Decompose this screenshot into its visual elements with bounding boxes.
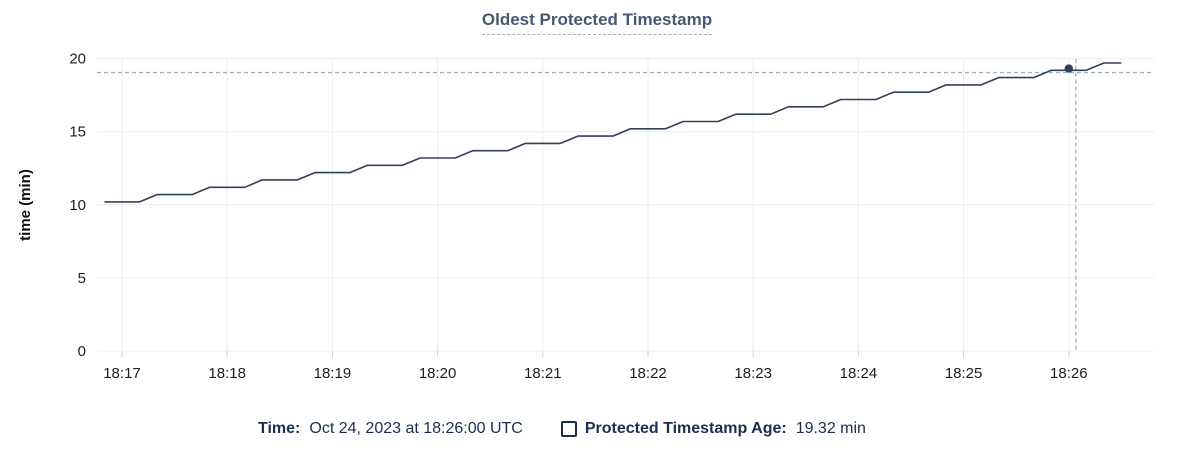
- series-legend-value: 19.32 min: [795, 420, 866, 437]
- x-tick-label-18:21: 18:21: [524, 365, 562, 382]
- y-tick-label-10: 10: [69, 197, 86, 214]
- y-tick-label-15: 15: [69, 124, 86, 141]
- x-tick-label-18:24: 18:24: [840, 365, 878, 382]
- series-legend-group: Protected Timestamp Age: 19.32 min: [560, 420, 866, 438]
- y-tick-label-20: 20: [69, 51, 86, 68]
- hover-time-value: Oct 24, 2023 at 18:26:00 UTC: [309, 420, 523, 437]
- series-line-protected-timestamp-age: [104, 62, 1122, 203]
- x-tick-label-18:20: 18:20: [419, 365, 457, 382]
- hover-point-dot[interactable]: [1064, 64, 1074, 73]
- x-tick-label-18:17: 18:17: [103, 365, 141, 382]
- y-tick-label-0: 0: [78, 343, 86, 360]
- y-axis-title: time (min): [17, 169, 34, 241]
- legend-checkbox-icon[interactable]: [560, 421, 577, 437]
- x-tick-label-18:19: 18:19: [314, 365, 352, 382]
- chart-title[interactable]: Oldest Protected Timestamp: [481, 10, 713, 35]
- x-tick-label-18:23: 18:23: [734, 365, 772, 382]
- hover-time-label: Time:: [258, 420, 301, 437]
- x-tick-label-18:26: 18:26: [1050, 365, 1088, 382]
- x-tick-label-18:22: 18:22: [629, 365, 667, 382]
- hover-legend-row: Time: Oct 24, 2023 at 18:26:00 UTC Prote…: [258, 420, 866, 438]
- series-legend-label: Protected Timestamp Age:: [584, 420, 787, 437]
- x-tick-label-18:25: 18:25: [945, 365, 983, 382]
- chart-title-wrap: Oldest Protected Timestamp: [0, 10, 1194, 35]
- chart-plot-area[interactable]: 0 5 10 15 20 18:17 18:18 18:19 18:20 18:21 18:22 18…: [0, 0, 1194, 400]
- x-tick-label-18:18: 18:18: [208, 365, 246, 382]
- y-tick-label-5: 5: [78, 270, 86, 287]
- hover-time-group: Time: Oct 24, 2023 at 18:26:00 UTC: [258, 420, 523, 438]
